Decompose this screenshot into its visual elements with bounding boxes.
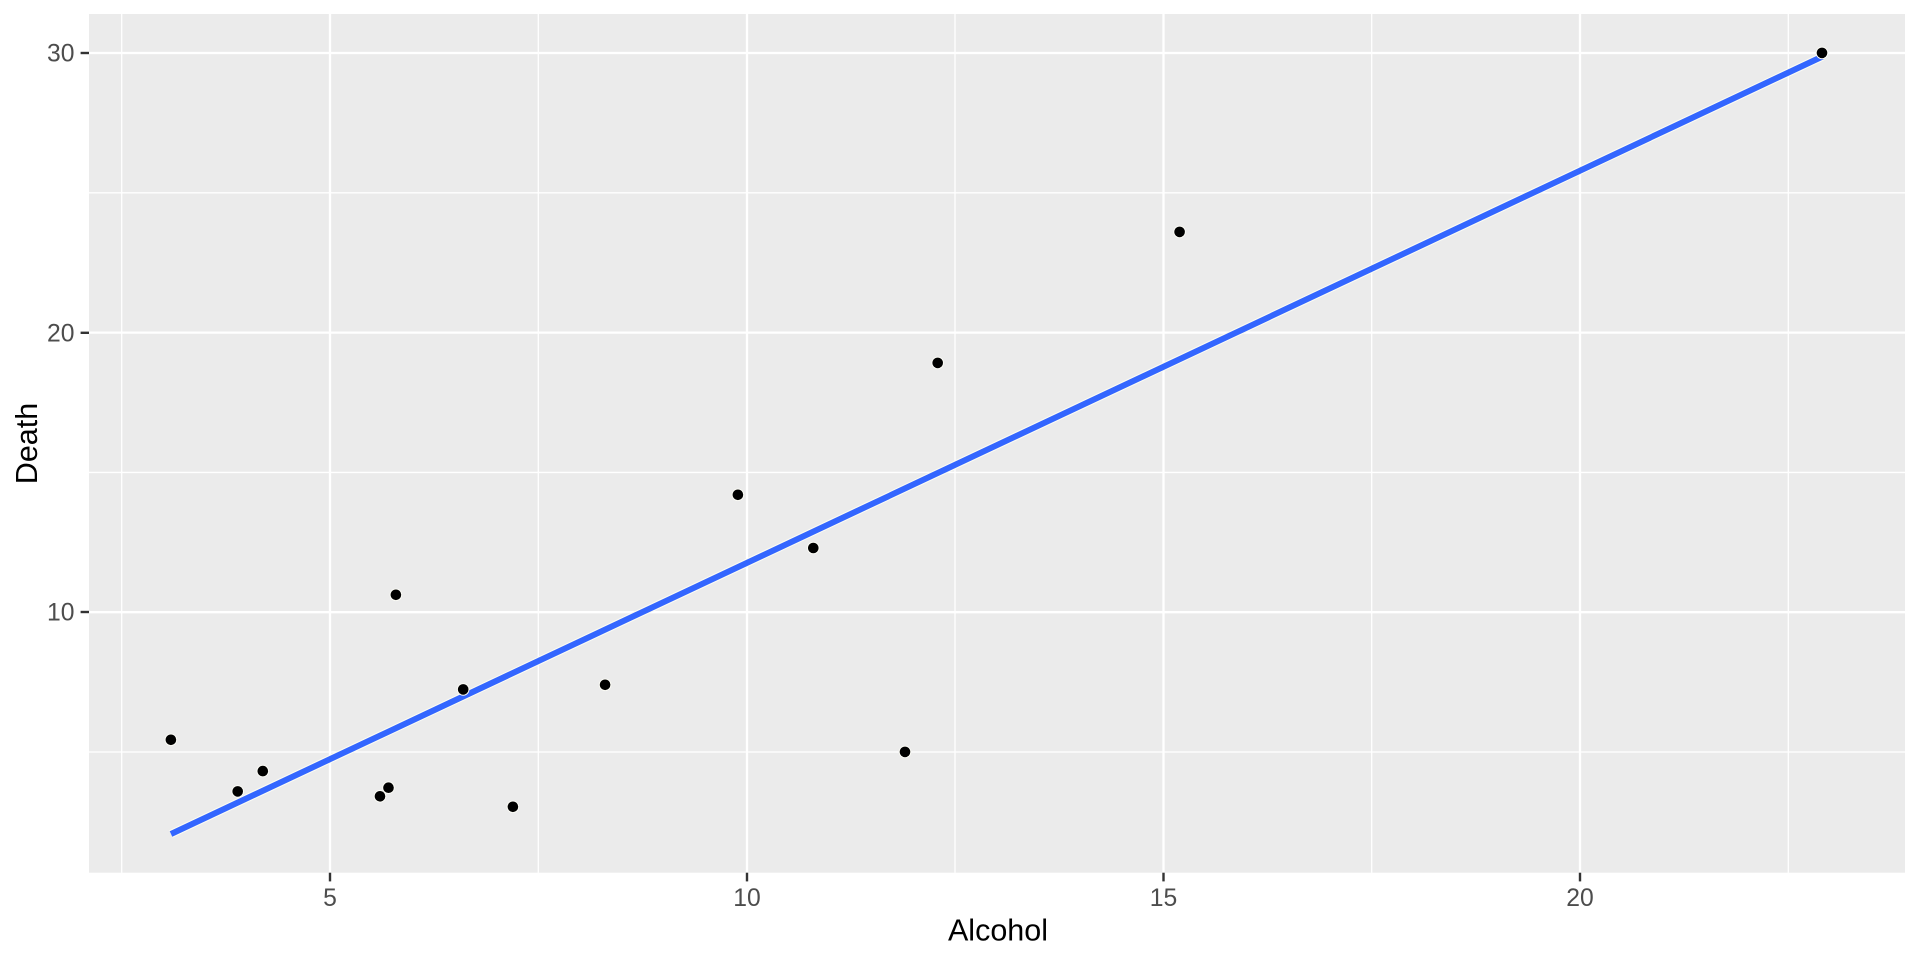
svg-text:10: 10 [47, 600, 74, 627]
svg-text:Alcohol: Alcohol [948, 914, 1048, 948]
svg-text:20: 20 [1566, 885, 1593, 912]
svg-text:20: 20 [47, 320, 74, 347]
svg-text:30: 30 [47, 41, 74, 68]
svg-text:Death: Death [10, 403, 44, 484]
svg-text:15: 15 [1150, 885, 1177, 912]
svg-text:10: 10 [733, 885, 760, 912]
svg-text:5: 5 [323, 885, 337, 912]
